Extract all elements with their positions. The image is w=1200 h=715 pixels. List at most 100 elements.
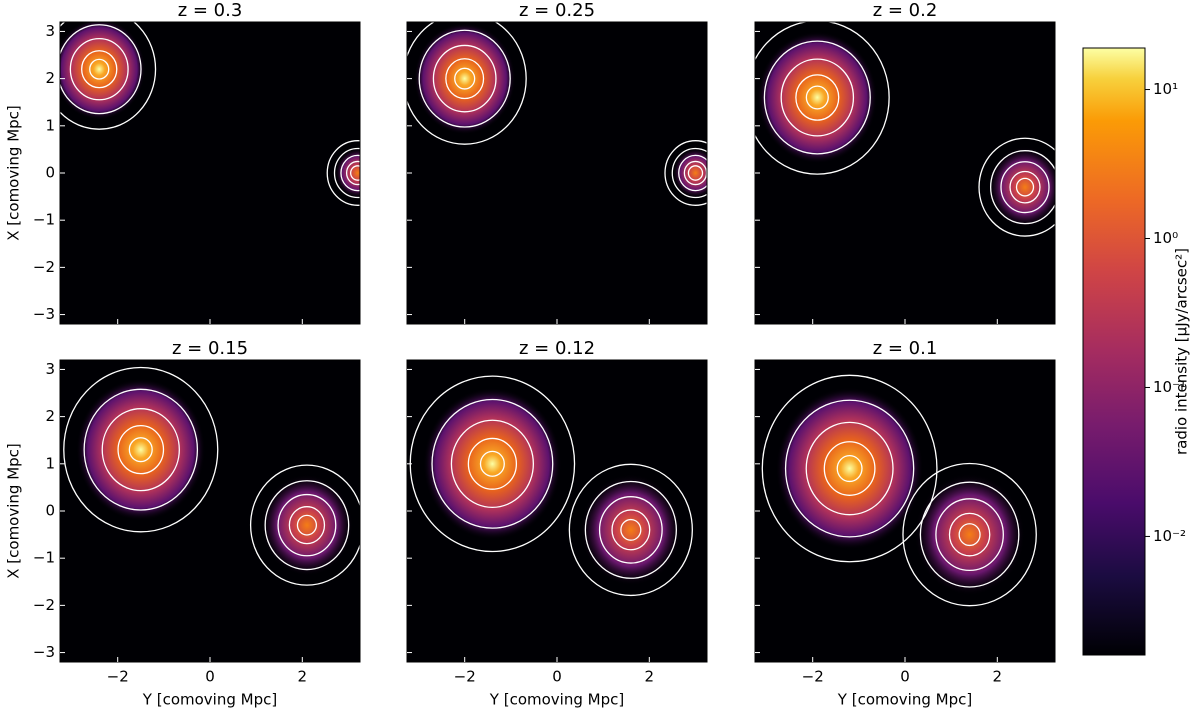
contour — [445, 58, 485, 100]
emission — [423, 387, 562, 540]
y-tick-label: 1 — [45, 454, 55, 472]
contour — [664, 140, 707, 206]
x-tick-label: 0 — [552, 668, 562, 686]
panel-title: z = 0.25 — [519, 0, 595, 21]
panel — [60, 360, 360, 662]
colorbar-label: radio intensity [μJy/arcsec²] — [1173, 248, 1191, 455]
contour — [919, 481, 1020, 588]
x-axis-label: Y [comoving Mpc] — [837, 691, 972, 709]
emission — [580, 474, 682, 586]
panel-title: z = 0.3 — [178, 0, 243, 21]
contour — [620, 518, 642, 541]
contour — [296, 514, 318, 536]
panel-title: z = 0.2 — [873, 0, 938, 21]
colorbar-tick-label: 10⁻² — [1153, 527, 1186, 545]
contour — [432, 44, 497, 113]
y-tick-label: 0 — [45, 502, 55, 520]
contour — [948, 512, 991, 557]
contour — [60, 22, 157, 130]
y-tick-label: 1 — [45, 116, 55, 134]
colorbar-tick-label: 10¹ — [1153, 80, 1178, 98]
emission — [988, 146, 1055, 228]
contour — [450, 419, 534, 509]
y-tick-label: −3 — [33, 305, 55, 323]
y-tick-label: 2 — [45, 69, 55, 87]
contour — [763, 40, 871, 155]
contour — [978, 137, 1055, 237]
contour — [407, 22, 527, 145]
contour — [340, 154, 360, 192]
x-axis-label: Y [comoving Mpc] — [142, 691, 277, 709]
contour — [990, 150, 1055, 225]
contour — [69, 37, 129, 101]
colorbar-tick-label: 10⁰ — [1153, 229, 1178, 247]
colorbar — [1082, 47, 1146, 656]
contour — [780, 58, 855, 137]
contour — [687, 165, 704, 181]
contour — [611, 509, 651, 551]
x-tick-label: −2 — [454, 668, 476, 686]
contour — [836, 454, 863, 483]
contour — [117, 425, 165, 475]
y-tick-label: −1 — [33, 549, 55, 567]
contour — [761, 374, 938, 563]
colorbar-tick-label: 10⁻¹ — [1153, 378, 1186, 396]
contour — [584, 480, 677, 579]
contour — [1015, 177, 1035, 197]
contour — [784, 399, 915, 538]
contour — [935, 498, 1004, 572]
contour — [467, 437, 518, 490]
contour — [1009, 170, 1041, 204]
y-tick-label: 2 — [45, 407, 55, 425]
emission — [60, 22, 146, 120]
panel-title: z = 0.15 — [172, 338, 248, 359]
panel-title: z = 0.1 — [873, 338, 938, 359]
contour — [101, 408, 180, 492]
emission — [672, 147, 707, 199]
contour — [264, 480, 350, 571]
contour — [1000, 161, 1050, 214]
x-tick-label: −2 — [802, 668, 824, 686]
contour — [671, 147, 707, 199]
contour — [598, 496, 663, 564]
y-tick-label: −1 — [33, 211, 55, 229]
x-tick-label: 0 — [900, 668, 910, 686]
contour — [958, 523, 981, 547]
panel — [755, 360, 1055, 662]
contour — [805, 85, 829, 110]
contour — [795, 74, 840, 121]
contour — [89, 58, 110, 80]
contour — [345, 160, 360, 186]
x-tick-label: −2 — [107, 668, 129, 686]
emission — [260, 474, 354, 576]
emission — [413, 22, 516, 135]
y-tick-label: −2 — [33, 258, 55, 276]
panel — [407, 22, 707, 324]
panel — [755, 22, 1055, 324]
emission — [76, 378, 206, 521]
panel — [407, 360, 707, 662]
contour — [326, 140, 360, 206]
contour — [755, 22, 890, 175]
contour — [479, 450, 505, 477]
contour — [83, 388, 199, 511]
contour — [454, 67, 476, 90]
contour — [81, 50, 118, 89]
contour — [418, 29, 511, 128]
y-tick-label: 3 — [45, 360, 55, 378]
contour — [902, 462, 1037, 607]
panel-title: z = 0.12 — [519, 338, 595, 359]
contour — [277, 493, 337, 557]
contour — [63, 366, 219, 533]
y-tick-label: 0 — [45, 164, 55, 182]
y-tick-label: −3 — [33, 643, 55, 661]
x-axis-label: Y [comoving Mpc] — [489, 691, 624, 709]
x-tick-label: 0 — [205, 668, 215, 686]
contour — [350, 165, 360, 181]
contour — [288, 506, 326, 545]
contour — [678, 154, 707, 192]
contour — [568, 463, 693, 597]
contour — [805, 421, 894, 516]
contour — [249, 464, 360, 586]
